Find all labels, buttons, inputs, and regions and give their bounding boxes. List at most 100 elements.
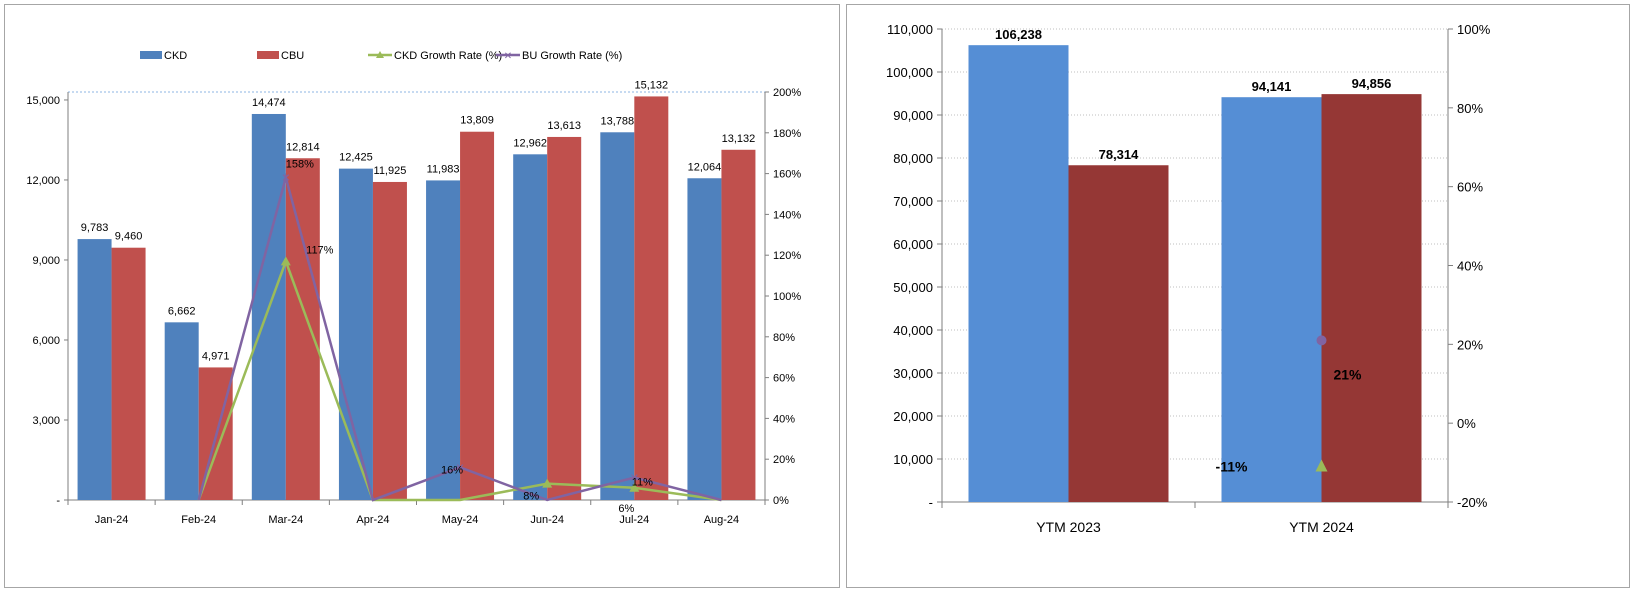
- ytm-growth-label: 21%: [1333, 366, 1362, 382]
- y2-tick-label: 80%: [773, 332, 795, 344]
- cbu-growth-marker: ✕: [630, 473, 639, 485]
- y2-tick-label: 40%: [1457, 259, 1483, 274]
- cbu-value-label: 13,132: [722, 133, 756, 145]
- growth-rate-label: 11%: [632, 477, 653, 489]
- ckd-bar: [164, 322, 199, 500]
- cbu-value-label: 13,613: [547, 120, 581, 132]
- y-tick-label: 60,000: [893, 237, 933, 252]
- growth-rate-label: 158%: [286, 159, 314, 171]
- cbu-value-label: 9,460: [115, 231, 143, 243]
- y-tick-label: 6,000: [32, 335, 60, 347]
- cbu-bar: [111, 247, 146, 500]
- ytm-growth-triangle-marker: [1315, 459, 1328, 472]
- ytm-red-bar: [1068, 165, 1169, 502]
- x-tick-label: May-24: [442, 514, 479, 526]
- y2-tick-label: 0%: [1457, 416, 1476, 431]
- y2-tick-label: 40%: [773, 413, 795, 425]
- y2-tick-label: 140%: [773, 209, 801, 221]
- y2-tick-label: 0%: [773, 495, 789, 507]
- ckd-growth-marker: [629, 482, 640, 492]
- cbu-growth-marker: ✕: [455, 462, 464, 474]
- y-tick-label: 3,000: [32, 415, 60, 427]
- growth-rate-label: 8%: [523, 491, 539, 503]
- ckd-value-label: 11,983: [427, 163, 460, 175]
- cbu-value-label: 15,132: [634, 79, 668, 91]
- y-tick-label: 20,000: [893, 409, 933, 424]
- ckd-value-label: 12,425: [339, 152, 373, 164]
- legend-swatch-ckd: [140, 51, 162, 59]
- ckd-growth-marker: [542, 478, 553, 488]
- ckd-value-label: 12,962: [513, 137, 547, 149]
- x-tick-label: YTM 2023: [1036, 519, 1101, 535]
- y-tick-label: 100,000: [886, 65, 933, 80]
- ckd-bar: [426, 180, 461, 500]
- legend-label-ckd: CKD: [164, 50, 187, 62]
- y-tick-label: 12,000: [26, 175, 60, 187]
- legend-swatch-cbu: [257, 51, 279, 59]
- y-tick-label: 70,000: [893, 194, 933, 209]
- x-tick-label: Jul-24: [619, 514, 649, 526]
- legend-label-cbu: CBU: [281, 50, 304, 62]
- ckd-bar: [513, 154, 548, 500]
- cbu-bar: [285, 158, 320, 501]
- y-tick-label: 15,000: [26, 95, 60, 107]
- ckd-bar: [77, 239, 112, 500]
- ytm-chart-panel: - 10,000 20,000 30,000 40,000 50,000 60,000 70,…: [846, 4, 1630, 588]
- y-tick-label: 30,000: [893, 366, 933, 381]
- y-tick-label: 40,000: [893, 323, 933, 338]
- cbu-growth-line: [197, 172, 722, 502]
- y-tick-label: 90,000: [893, 108, 933, 123]
- ytm-blue-bar: [1221, 97, 1322, 503]
- legend-marker-cbu-growth: ✕: [504, 51, 512, 62]
- ckd-value-label: 14,474: [252, 97, 286, 109]
- y-tick-label: 10,000: [893, 452, 933, 467]
- x-tick-label: Apr-24: [356, 514, 389, 526]
- ckd-bar: [687, 178, 722, 501]
- y2-tick-label: 100%: [1457, 22, 1491, 37]
- cbu-bar: [721, 149, 756, 500]
- ckd-bar: [600, 132, 635, 501]
- cbu-value-label: 4,971: [202, 350, 230, 362]
- ckd-value-label: 9,783: [81, 222, 109, 234]
- y2-tick-label: 80%: [1457, 101, 1483, 116]
- y-tick-label: -: [929, 495, 933, 510]
- cbu-bar: [372, 181, 407, 500]
- x-tick-label: Feb-24: [181, 514, 216, 526]
- y2-tick-label: 180%: [773, 128, 801, 140]
- ytm-growth-circle-marker: [1316, 335, 1327, 346]
- cbu-bar: [547, 136, 582, 501]
- y2-tick-label: 100%: [773, 291, 801, 303]
- ckd-bar: [338, 168, 373, 500]
- legend-label-ckd-growth: CKD Growth Rate (%): [394, 50, 502, 62]
- ytm-red-value-label: 78,314: [1099, 147, 1140, 162]
- cbu-growth-marker: ✕: [281, 173, 290, 185]
- y-tick-label: 80,000: [893, 151, 933, 166]
- cbu-value-label: 13,809: [460, 115, 494, 127]
- monthly-chart: - 3,000 6,000 9,000 12,000 15,000 0% 20% 40% 60% 8…: [26, 50, 801, 526]
- growth-rate-label: 6%: [618, 503, 634, 515]
- cbu-value-label: 11,925: [374, 165, 407, 177]
- ckd-value-label: 13,788: [600, 115, 634, 127]
- y-tick-label: 9,000: [32, 255, 60, 267]
- growth-rate-label: 16%: [441, 464, 463, 476]
- x-tick-label: Jun-24: [530, 514, 564, 526]
- ytm-blue-value-label: 106,238: [995, 27, 1042, 42]
- y2-tick-label: 160%: [773, 169, 801, 181]
- ytm-red-value-label: 94,856: [1352, 76, 1392, 91]
- y-tick-label: 50,000: [893, 280, 933, 295]
- y2-tick-label: 120%: [773, 250, 801, 262]
- monthly-chart-panel: - 3,000 6,000 9,000 12,000 15,000 0% 20% 40% 60% 8…: [4, 4, 840, 588]
- y-tick-label: -: [56, 495, 60, 507]
- x-tick-label: Jan-24: [95, 514, 129, 526]
- ckd-value-label: 12,064: [688, 161, 722, 173]
- ytm-red-bar: [1321, 94, 1422, 502]
- ckd-growth-marker: [280, 256, 291, 266]
- y2-tick-label: 20%: [773, 454, 795, 466]
- cbu-value-label: 12,814: [286, 141, 320, 153]
- ckd-value-label: 6,662: [168, 305, 196, 317]
- ytm-blue-value-label: 94,141: [1252, 79, 1292, 94]
- y2-tick-label: 60%: [773, 373, 795, 385]
- legend-marker-ckd-growth: [376, 51, 384, 58]
- cbu-bar: [460, 131, 495, 500]
- cbu-bar: [634, 96, 669, 501]
